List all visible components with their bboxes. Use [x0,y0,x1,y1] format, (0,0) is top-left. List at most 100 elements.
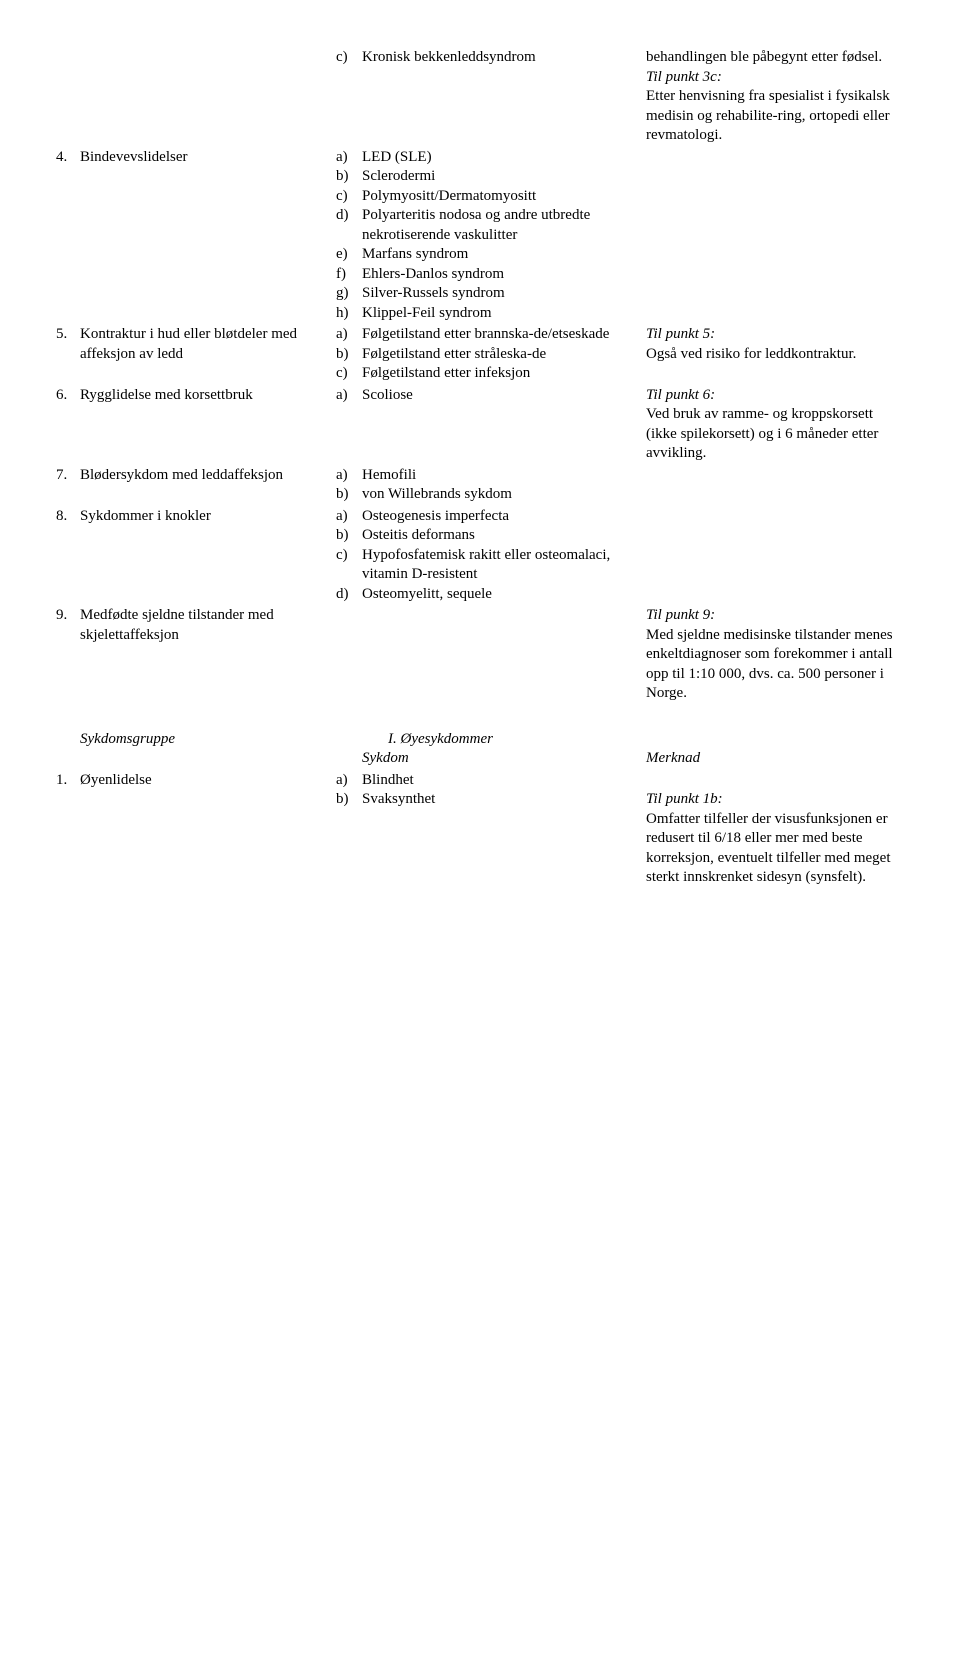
note-heading: Til punkt 1b: [646,790,896,810]
col-left: 8.Sykdommer i knokler [56,507,336,527]
sub-item: c)Polymyositt/Dermatomyositt [336,187,646,207]
col-left: 7.Blødersykdom med leddaffeksjon [56,466,336,486]
col-mid: a)LED (SLE)b)Sclerodermic)Polymyositt/De… [336,148,646,324]
sub-item: e)Marfans syndrom [336,245,646,265]
row-label: Blødersykdom med leddaffeksjon [80,466,336,486]
sub-letter: b) [336,345,362,365]
list-row: 5.Kontraktur i hud eller bløtdeler med a… [56,325,904,384]
list-row: 8.Sykdommer i knoklera)Osteogenesis impe… [56,507,904,605]
sub-letter: a) [336,466,362,486]
sub-text: Følgetilstand etter brannska-de/etseskad… [362,325,646,345]
sub-letter: a) [336,507,362,527]
col-left: 9.Medfødte sjeldne tilstander med skjele… [56,606,336,645]
row-label: Bindevevslidelser [80,148,336,168]
list-row: 9.Medfødte sjeldne tilstander med skjele… [56,606,904,704]
row-label: Kontraktur i hud eller bløtdeler med aff… [80,325,336,364]
row-number: 9. [56,606,80,626]
spacer [646,771,896,791]
col-mid: I. ØyesykdommerSykdom [336,730,646,769]
sub-text: Svaksynthet [362,790,646,810]
col-right: behandlingen ble påbegynt etter fødsel.T… [646,48,896,146]
col2-label: Sykdom [336,749,646,769]
sub-text: Følgetilstand etter stråleska-de [362,345,646,365]
sub-text: Osteomyelitt, sequele [362,585,646,605]
sub-text: Polymyositt/Dermatomyositt [362,187,646,207]
row-label: Rygglidelse med korsettbruk [80,386,336,406]
sub-item: c)Hypofosfatemisk rakitt eller osteomala… [336,546,646,585]
col-left: 4.Bindevevslidelser [56,148,336,168]
sub-letter: h) [336,304,362,324]
sub-letter: e) [336,245,362,265]
sub-text: Marfans syndrom [362,245,646,265]
section-header-row: SykdomsgruppeI. ØyesykdommerSykdom Merkn… [56,730,904,769]
sub-text: Silver-Russels syndrom [362,284,646,304]
note-text: Også ved risiko for leddkontraktur. [646,345,896,365]
col-left: 1.Øyenlidelse [56,771,336,791]
sub-text: Osteogenesis imperfecta [362,507,646,527]
sub-letter: c) [336,364,362,384]
note-text: Omfatter tilfeller der visusfunksjonen e… [646,810,896,888]
sub-text: Følgetilstand etter infeksjon [362,364,646,384]
sub-item: d)Polyarteritis nodosa og andre utbredte… [336,206,646,245]
row-number: 8. [56,507,80,527]
sub-letter: d) [336,585,362,605]
sub-text: Hypofosfatemisk rakitt eller osteomalaci… [362,546,646,585]
sub-text: Osteitis deformans [362,526,646,546]
sub-item: a)Hemofili [336,466,646,486]
list-row: 1.Øyenlidelsea)Blindhetb)Svaksynthet Til… [56,771,904,888]
sub-item: c)Følgetilstand etter infeksjon [336,364,646,384]
col-left: 6.Rygglidelse med korsettbruk [56,386,336,406]
sub-letter: b) [336,167,362,187]
list-row: 7.Blødersykdom med leddaffeksjona)Hemofi… [56,466,904,505]
col-right: Til punkt 5:Også ved risiko for leddkont… [646,325,896,364]
sub-item: d)Osteomyelitt, sequele [336,585,646,605]
sub-letter: a) [336,148,362,168]
list-row: c)Kronisk bekkenleddsyndrombehandlingen … [56,48,904,146]
note-heading: Til punkt 5: [646,325,896,345]
sub-text: Scoliose [362,386,646,406]
sub-item: b)Svaksynthet [336,790,646,810]
list-row: 4.Bindevevslidelsera)LED (SLE)b)Sclerode… [56,148,904,324]
sub-letter: a) [336,325,362,345]
sub-item: g)Silver-Russels syndrom [336,284,646,304]
sub-letter: a) [336,771,362,791]
sub-item: a)Følgetilstand etter brannska-de/etsesk… [336,325,646,345]
sub-letter: b) [336,526,362,546]
row-label: Øyenlidelse [80,771,336,791]
note-text: Med sjeldne medisinske tilstander menes … [646,626,896,704]
row-label: Sykdommer i knokler [80,507,336,527]
note-heading: Til punkt 6: [646,386,896,406]
sub-text: Blindhet [362,771,646,791]
col-mid: a)Osteogenesis imperfectab)Osteitis defo… [336,507,646,605]
col-left: Sykdomsgruppe [56,730,336,750]
row-number: 4. [56,148,80,168]
col-mid: a)Følgetilstand etter brannska-de/etsesk… [336,325,646,384]
sub-text: Kronisk bekkenleddsyndrom [362,48,646,68]
row-label: Medfødte sjeldne tilstander med skjelett… [80,606,336,645]
section-gap [56,706,904,730]
row-number: 7. [56,466,80,486]
sub-letter: f) [336,265,362,285]
note-text: Etter henvisning fra spesialist i fysika… [646,87,896,146]
sub-text: LED (SLE) [362,148,646,168]
sub-letter: b) [336,485,362,505]
col-mid: a)Scoliose [336,386,646,406]
col-mid: a)Blindhetb)Svaksynthet [336,771,646,810]
sub-letter: b) [336,790,362,810]
sub-item: a)Scoliose [336,386,646,406]
sub-item: b)Sclerodermi [336,167,646,187]
sub-letter: g) [336,284,362,304]
row-number: 5. [56,325,80,345]
sub-text: Klippel-Feil syndrom [362,304,646,324]
sub-letter: a) [336,386,362,406]
col-right: Merknad [646,730,896,769]
list-row: 6.Rygglidelse med korsettbruka)ScolioseT… [56,386,904,464]
sub-letter: c) [336,48,362,68]
sub-item: a)LED (SLE) [336,148,646,168]
sub-letter: c) [336,546,362,566]
sub-text: Hemofili [362,466,646,486]
col-mid: a)Hemofilib)von Willebrands sykdom [336,466,646,505]
note-heading: Til punkt 9: [646,606,896,626]
sub-letter: d) [336,206,362,226]
sub-item: f)Ehlers-Danlos syndrom [336,265,646,285]
